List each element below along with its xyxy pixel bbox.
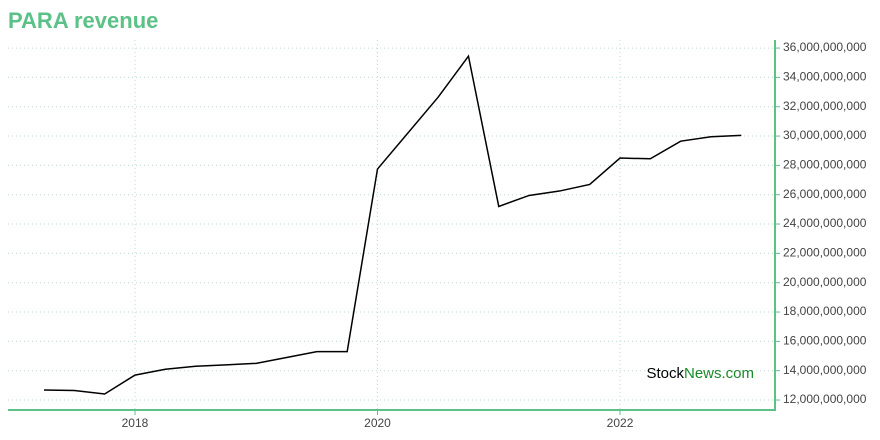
y-tick-label: 20,000,000,000 [783, 275, 867, 289]
chart-title: PARA revenue [8, 8, 158, 33]
y-tick-label: 18,000,000,000 [783, 304, 867, 318]
y-tick-label: 32,000,000,000 [783, 99, 867, 113]
y-tick-label: 24,000,000,000 [783, 216, 867, 230]
y-tick-label: 30,000,000,000 [783, 128, 867, 142]
y-tick-label: 36,000,000,000 [783, 40, 867, 54]
y-tick-label: 14,000,000,000 [783, 363, 867, 377]
watermark: StockNews.com [646, 365, 754, 382]
y-tick-label: 22,000,000,000 [783, 246, 867, 260]
y-tick-label: 28,000,000,000 [783, 158, 867, 172]
y-tick-label: 34,000,000,000 [783, 70, 867, 84]
x-tick-label: 2022 [607, 416, 634, 430]
y-tick-label: 16,000,000,000 [783, 334, 867, 348]
watermark-prefix: Stock [646, 365, 684, 382]
line [44, 54, 742, 395]
watermark-suffix: News.com [684, 365, 754, 382]
x-tick-label: 2020 [364, 416, 391, 430]
y-tick-label: 26,000,000,000 [783, 187, 867, 201]
x-tick-label: 2018 [122, 416, 149, 430]
y-tick-label: 12,000,000,000 [783, 392, 867, 406]
